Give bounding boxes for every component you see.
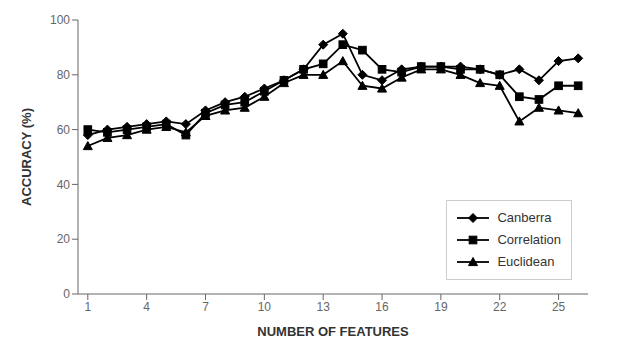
svg-text:7: 7 (202, 300, 209, 314)
svg-text:10: 10 (258, 300, 272, 314)
svg-text:40: 40 (57, 178, 71, 192)
html-text:Euclidean: Euclidean (497, 254, 555, 269)
svg-text:4: 4 (143, 300, 150, 314)
svg-text:16: 16 (375, 300, 389, 314)
html-text:Canberra: Canberra (497, 210, 552, 225)
svg-text:100: 100 (50, 13, 70, 27)
html-text:Correlation: Correlation (497, 232, 561, 247)
svg-text:60: 60 (57, 123, 71, 137)
svg-text:20: 20 (57, 232, 71, 246)
svg-text:ACCURACY (%): ACCURACY (%) (19, 108, 34, 206)
svg-text:25: 25 (552, 300, 566, 314)
svg-text:0: 0 (63, 287, 70, 301)
svg-text:22: 22 (493, 300, 507, 314)
svg-text:NUMBER OF FEATURES: NUMBER OF FEATURES (257, 324, 409, 339)
svg-text:13: 13 (317, 300, 331, 314)
svg-text:19: 19 (434, 300, 448, 314)
svg-text:80: 80 (57, 68, 71, 82)
svg-text:1: 1 (84, 300, 91, 314)
